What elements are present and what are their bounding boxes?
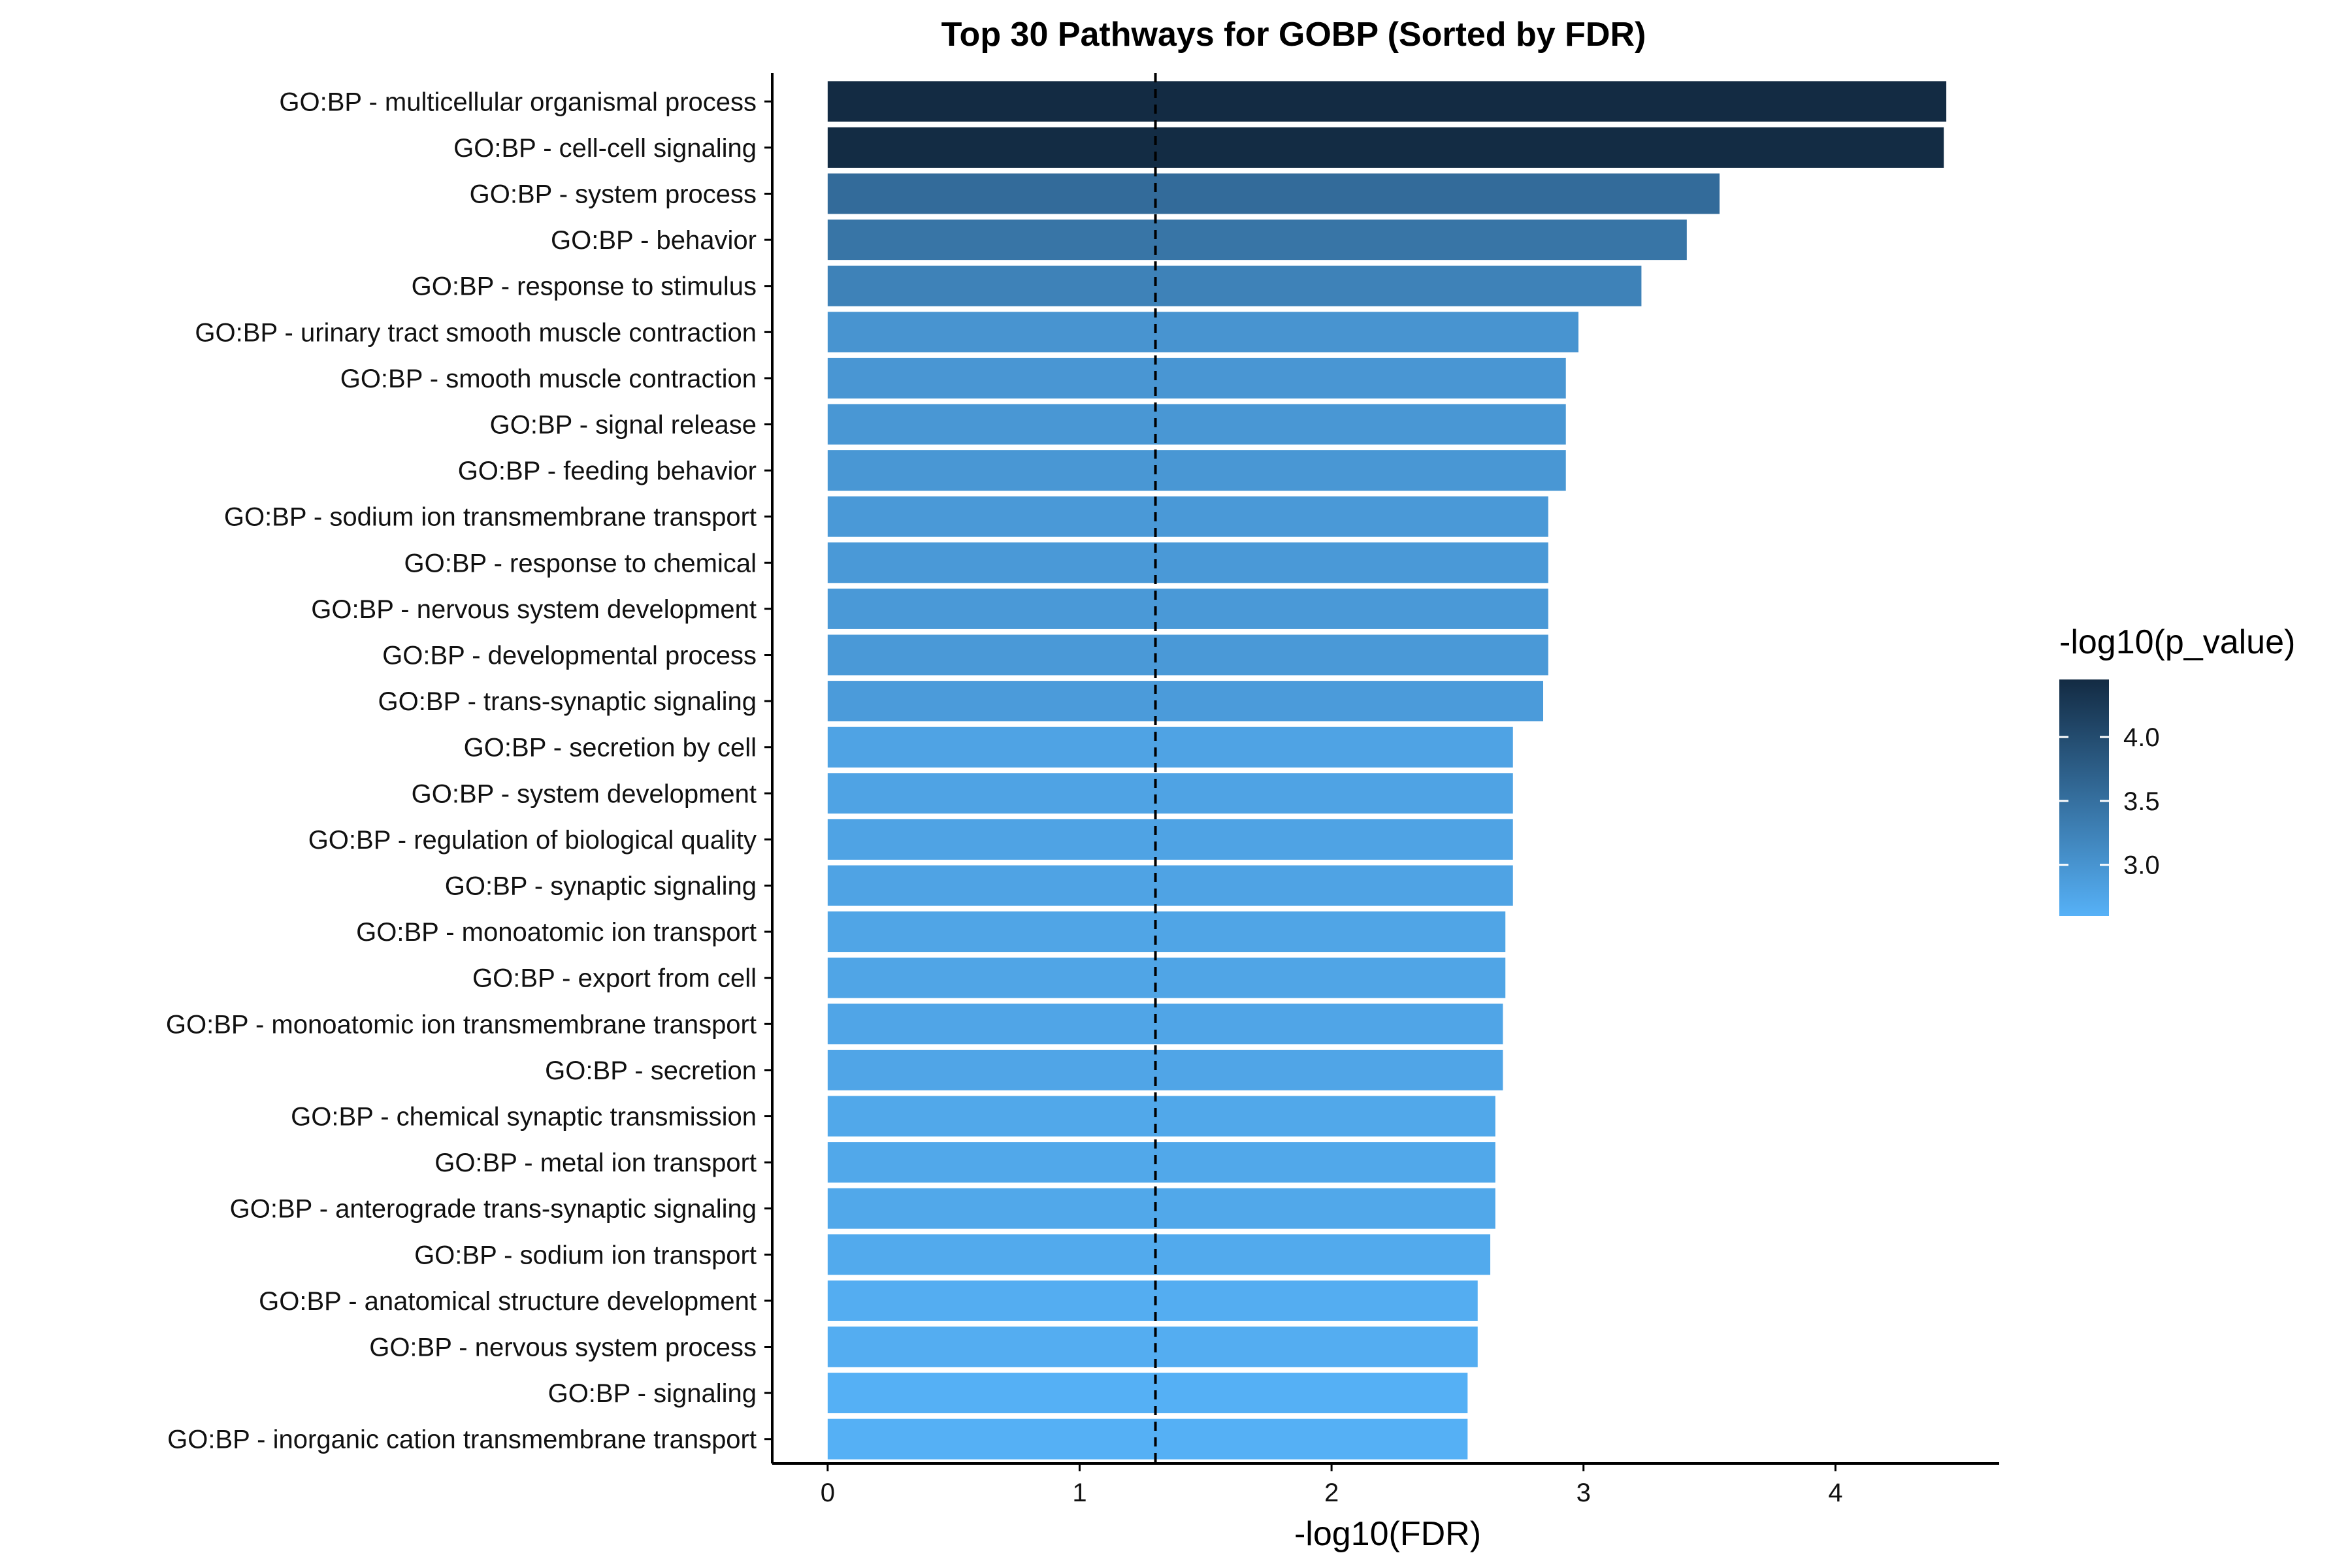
category-label-7: GO:BP - smooth muscle contraction [340, 365, 757, 393]
bar-27 [827, 1280, 1478, 1321]
x-ticks-group: 0 1 2 3 4 [821, 1463, 1842, 1507]
category-label-26: GO:BP - sodium ion transport [414, 1241, 757, 1269]
category-label-20: GO:BP - export from cell [472, 964, 757, 993]
bar-22 [827, 1049, 1503, 1090]
category-label-13: GO:BP - developmental process [382, 642, 757, 670]
bar-2 [827, 127, 1944, 168]
bar-18 [827, 865, 1513, 906]
category-label-12: GO:BP - nervous system development [311, 595, 757, 624]
bar-6 [827, 312, 1579, 353]
category-label-11: GO:BP - response to chemical [404, 549, 757, 578]
category-label-16: GO:BP - system development [412, 779, 757, 808]
bar-4 [827, 220, 1687, 261]
x-tick-label-0: 0 [821, 1478, 835, 1507]
category-label-22: GO:BP - secretion [545, 1056, 757, 1085]
x-tick-label-1: 1 [1072, 1478, 1086, 1507]
bar-17 [827, 819, 1513, 860]
category-label-15: GO:BP - secretion by cell [464, 734, 757, 762]
category-label-25: GO:BP - anterograde trans-synaptic signa… [230, 1195, 757, 1224]
bar-3 [827, 173, 1720, 214]
category-label-1: GO:BP - multicellular organismal process [279, 88, 757, 116]
bar-29 [827, 1373, 1468, 1414]
legend-tick-label-3: 3.0 [2123, 851, 2160, 880]
legend-title: -log10(p_value) [2059, 623, 2295, 661]
category-label-10: GO:BP - sodium ion transmembrane transpo… [224, 503, 757, 532]
category-label-2: GO:BP - cell-cell signaling [453, 134, 757, 163]
bar-13 [827, 634, 1548, 676]
category-label-19: GO:BP - monoatomic ion transport [356, 918, 757, 947]
bar-26 [827, 1234, 1491, 1275]
category-label-9: GO:BP - feeding behavior [458, 457, 757, 485]
category-labels-group: GO:BP - multicellular organismal process… [166, 88, 772, 1454]
bar-20 [827, 957, 1506, 998]
bar-28 [827, 1326, 1478, 1367]
bar-19 [827, 911, 1506, 953]
x-tick-label-3: 3 [1576, 1478, 1591, 1507]
bars-group [827, 81, 1947, 1460]
category-label-3: GO:BP - system process [470, 180, 757, 209]
bar-16 [827, 773, 1513, 814]
legend-tick-label-4: 4.0 [2123, 723, 2160, 752]
category-label-18: GO:BP - synaptic signaling [445, 872, 757, 901]
bar-10 [827, 496, 1548, 537]
bar-12 [827, 588, 1548, 629]
legend-colorbar [2059, 679, 2109, 916]
bar-14 [827, 681, 1544, 722]
x-tick-label-4: 4 [1828, 1478, 1842, 1507]
bar-25 [827, 1188, 1495, 1229]
category-label-4: GO:BP - behavior [551, 226, 757, 255]
bar-11 [827, 542, 1548, 583]
x-tick-label-2: 2 [1324, 1478, 1339, 1507]
category-label-6: GO:BP - urinary tract smooth muscle cont… [195, 318, 757, 347]
legend-tick-label-3.5: 3.5 [2123, 787, 2160, 816]
category-label-27: GO:BP - anatomical structure development [259, 1287, 757, 1316]
category-label-30: GO:BP - inorganic cation transmembrane t… [167, 1426, 757, 1454]
bar-21 [827, 1004, 1503, 1045]
x-axis-title: -log10(FDR) [1294, 1515, 1481, 1553]
category-label-29: GO:BP - signaling [548, 1379, 757, 1408]
category-label-14: GO:BP - trans-synaptic signaling [378, 687, 757, 716]
chart-title: Top 30 Pathways for GOBP (Sorted by FDR) [941, 16, 1646, 54]
bar-1 [827, 81, 1947, 122]
bar-8 [827, 404, 1566, 445]
bar-5 [827, 265, 1642, 306]
category-label-8: GO:BP - signal release [490, 411, 757, 440]
category-label-28: GO:BP - nervous system process [369, 1333, 757, 1362]
bar-24 [827, 1142, 1495, 1183]
category-label-21: GO:BP - monoatomic ion transmembrane tra… [166, 1010, 757, 1039]
bar-30 [827, 1418, 1468, 1460]
category-label-24: GO:BP - metal ion transport [434, 1149, 757, 1177]
category-label-5: GO:BP - response to stimulus [412, 272, 757, 301]
bar-7 [827, 357, 1566, 399]
category-label-23: GO:BP - chemical synaptic transmission [291, 1103, 757, 1132]
bar-23 [827, 1096, 1495, 1137]
bar-15 [827, 727, 1513, 768]
legend-ticks-group: 3.0 3.5 4.0 [2059, 723, 2160, 880]
category-label-17: GO:BP - regulation of biological quality [308, 826, 757, 855]
bar-9 [827, 450, 1566, 491]
